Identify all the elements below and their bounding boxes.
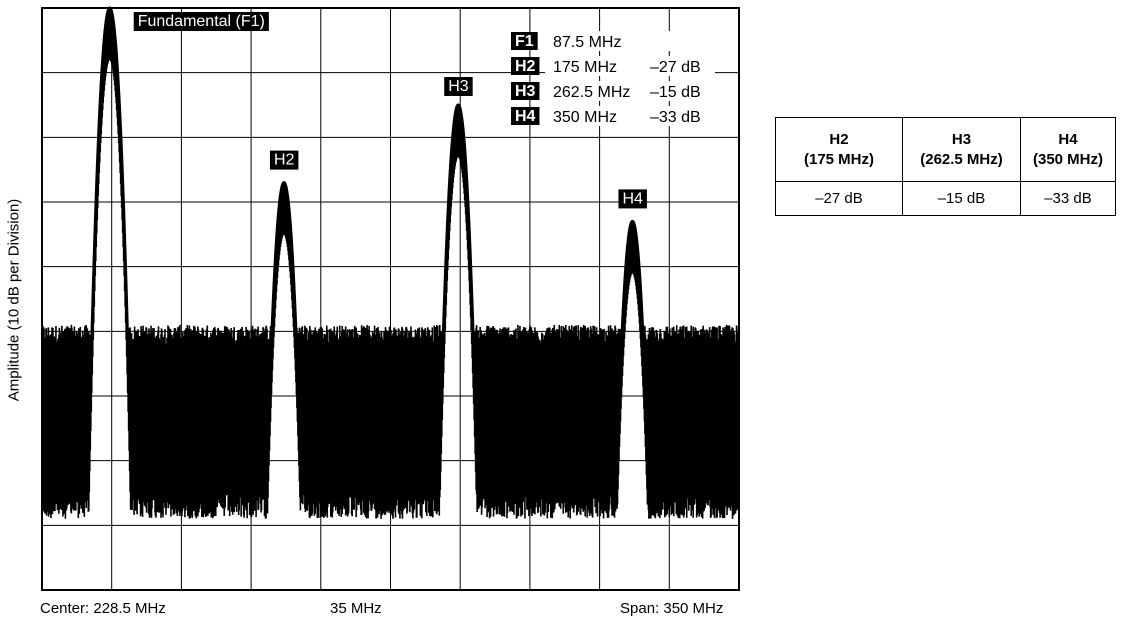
peak-label-h4-text: H4 xyxy=(622,190,643,207)
table-cell-h4: –33 dB xyxy=(1020,181,1116,216)
header-tag: H2 xyxy=(829,130,849,148)
legend-row-background xyxy=(545,31,715,51)
legend-tag-box xyxy=(511,57,540,75)
table-header-h4: H4 (350 MHz) xyxy=(1020,117,1116,182)
header-freq: (175 MHz) xyxy=(803,150,874,168)
harmonics-table: H2 (175 MHz) H3 (262.5 MHz) H4 (350 MHz)… xyxy=(775,117,1116,216)
peak-label-h2-text: H2 xyxy=(274,152,295,169)
peak-label-h4-box xyxy=(618,189,647,209)
legend-tag-box xyxy=(511,107,540,125)
legend-tag-box xyxy=(511,32,538,50)
table-header-h2: H2 (175 MHz) xyxy=(775,117,903,182)
legend-frequency: 175 MHz xyxy=(553,59,617,76)
table-header-h3: H3 (262.5 MHz) xyxy=(902,117,1021,182)
peak-label-h3-box xyxy=(444,77,473,96)
peak-labels: Fundamental (F1) H2 H3 H4 xyxy=(133,12,647,209)
span-label: Span: 350 MHz xyxy=(620,600,724,617)
peak-h4 xyxy=(619,219,646,356)
peak-label-h3-text: H3 xyxy=(448,78,469,95)
legend-frequency: 262.5 MHz xyxy=(553,84,630,101)
legend-row-background xyxy=(545,81,715,101)
peak-h2 xyxy=(269,181,299,354)
legend-tag-text: H3 xyxy=(515,83,536,100)
y-axis-label-text: Amplitude (10 dB per Division) xyxy=(5,198,23,402)
peak-label-h2-box xyxy=(269,150,299,170)
legend-tag-text: H4 xyxy=(515,108,536,125)
header-freq: (350 MHz) xyxy=(1032,150,1103,168)
table-header-row: H2 (175 MHz) H3 (262.5 MHz) H4 (350 MHz) xyxy=(775,117,1116,182)
peak-label-f1-box xyxy=(133,12,269,31)
legend-row-background xyxy=(545,56,715,76)
header-tag: H4 xyxy=(1058,130,1078,148)
legend-frequency: 350 MHz xyxy=(553,109,617,126)
legend-level: –27 dB xyxy=(650,59,701,76)
y-axis-label: Amplitude (10 dB per Division) xyxy=(2,0,26,626)
center-frequency-label: Center: 228.5 MHz xyxy=(40,600,166,617)
table-row: –27 dB –15 dB –33 dB xyxy=(775,181,1116,216)
table-cell-h2: –27 dB xyxy=(775,181,903,216)
peak-f1 xyxy=(90,6,130,342)
peak-h3 xyxy=(441,103,476,356)
table-cell-h3: –15 dB xyxy=(902,181,1021,216)
spectrum-trace xyxy=(41,6,740,519)
legend-frequency: 87.5 MHz xyxy=(553,34,621,51)
legend: F1 87.5 MHz H2 175 MHz –27 dB H3 262.5 MHz –15 … xyxy=(511,31,715,126)
peak-label-f1-text: Fundamental (F1) xyxy=(138,13,265,30)
header-freq: (262.5 MHz) xyxy=(920,150,1003,168)
header-tag: H3 xyxy=(951,130,972,148)
spectrum-plot: Fundamental (F1) H2 H3 H4 F1 87.5 MHz H2 175 M… xyxy=(41,6,740,591)
legend-tag-text: F1 xyxy=(515,33,534,50)
division-label: 35 MHz xyxy=(330,600,382,617)
legend-tag-box xyxy=(511,82,540,100)
legend-row-background xyxy=(545,106,715,126)
legend-level: –33 dB xyxy=(650,109,701,126)
legend-level: –15 dB xyxy=(650,84,701,101)
legend-tag-text: H2 xyxy=(515,58,536,75)
